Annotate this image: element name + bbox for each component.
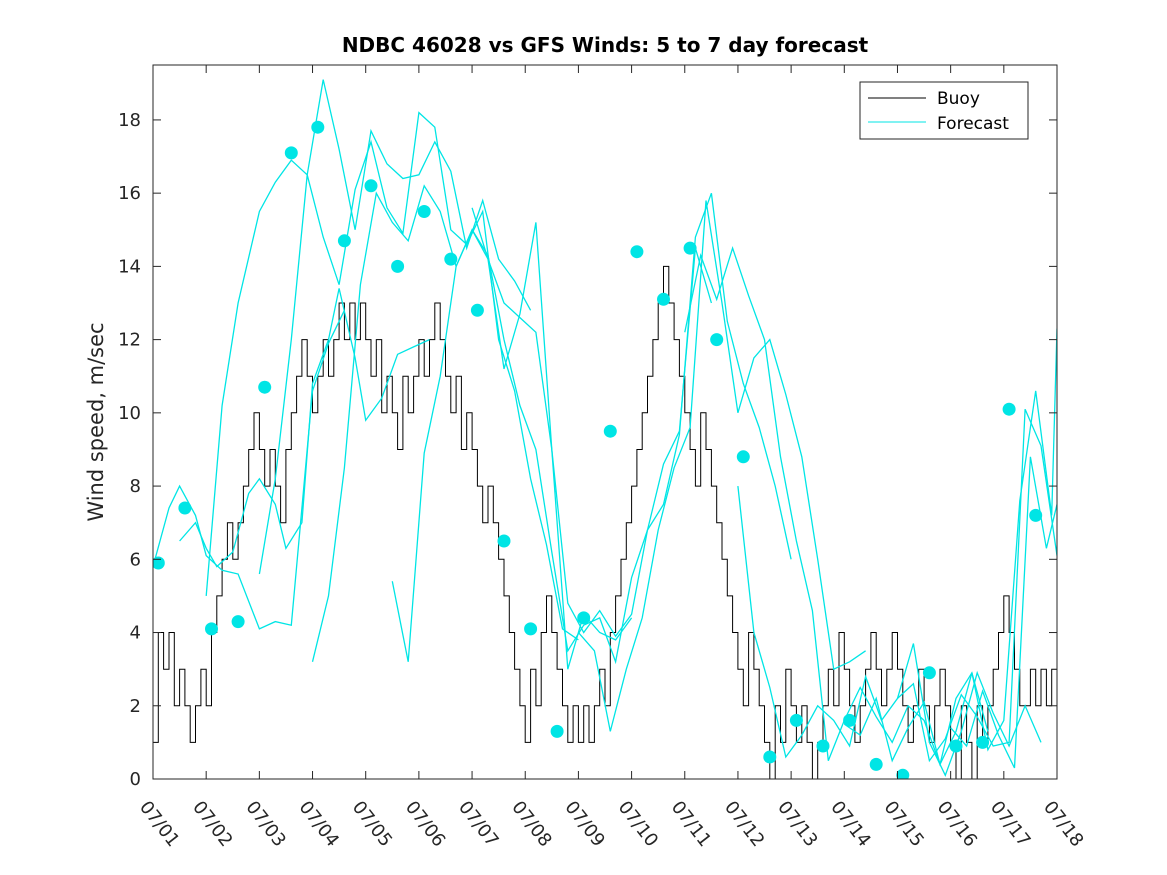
plot-area — [153, 65, 1057, 779]
forecast-line — [684, 245, 989, 767]
legend-forecast-label: Forecast — [937, 114, 1009, 134]
forecast-marker — [258, 380, 272, 394]
forecast-marker — [497, 534, 511, 548]
y-tick-label: 18 — [118, 110, 141, 131]
chart-title: NDBC 46028 vs GFS Winds: 5 to 7 day fore… — [342, 33, 869, 57]
forecast-marker — [949, 739, 963, 753]
forecast-line — [577, 200, 866, 732]
forecast-marker — [869, 757, 883, 771]
forecast-marker — [1002, 402, 1016, 416]
y-axis-label: Wind speed, m/sec — [84, 322, 108, 521]
forecast-marker — [284, 146, 298, 160]
y-tick-label: 12 — [118, 330, 141, 351]
forecast-markers — [153, 120, 1043, 779]
forecast-line — [179, 288, 430, 568]
forecast-line — [843, 328, 1057, 767]
legend-box — [859, 81, 1029, 140]
forecast-marker — [205, 622, 218, 636]
forecast-marker — [231, 615, 245, 629]
forecast-marker — [577, 611, 591, 625]
y-tick-label: 16 — [118, 183, 141, 204]
forecast-line — [391, 228, 713, 665]
y-tick-label: 14 — [118, 256, 141, 277]
forecast-marker — [391, 259, 405, 273]
y-tick-label: 2 — [130, 696, 141, 717]
forecast-marker — [683, 241, 697, 255]
forecast-line — [258, 111, 579, 641]
forecast-marker — [417, 205, 431, 218]
forecast-marker — [816, 739, 830, 753]
forecast-marker — [550, 724, 564, 738]
forecast-marker — [976, 735, 990, 749]
buoy-series — [153, 265, 1057, 779]
forecast-marker — [603, 424, 617, 438]
forecast-marker — [311, 120, 325, 134]
forecast-marker — [789, 713, 803, 727]
forecast-marker — [337, 234, 351, 248]
forecast-marker — [657, 292, 670, 306]
forecast-marker — [922, 666, 936, 680]
forecast-marker — [896, 768, 910, 779]
forecast-marker — [1029, 508, 1043, 522]
forecast-line — [897, 408, 1057, 763]
forecast-marker — [763, 750, 777, 764]
forecast-marker — [178, 501, 192, 515]
forecast-marker — [524, 622, 538, 636]
forecast-marker — [364, 179, 378, 193]
forecast-marker — [843, 713, 857, 727]
y-tick-label: 4 — [130, 623, 141, 644]
y-tick-label: 10 — [118, 403, 141, 424]
forecast-marker — [710, 333, 724, 347]
buoy-line — [153, 265, 1057, 779]
forecast-line — [471, 192, 792, 638]
plot-frame — [152, 64, 1058, 780]
forecast-marker — [630, 245, 644, 259]
legend: Buoy Forecast — [859, 81, 1029, 140]
y-tick-label: 6 — [130, 549, 141, 570]
y-axis-ticks: 0 2 4 6 8 10 12 14 16 18 — [118, 110, 1057, 790]
forecast-line — [950, 456, 1057, 769]
y-tick-label: 0 — [130, 769, 141, 790]
forecast-line — [737, 486, 1042, 777]
y-tick-label: 8 — [130, 476, 141, 497]
forecast-marker — [444, 252, 458, 266]
legend-buoy-label: Buoy — [937, 89, 980, 109]
forecast-marker — [470, 303, 484, 317]
forecast-marker — [153, 556, 165, 570]
forecast-line — [205, 79, 532, 596]
forecast-marker — [736, 450, 750, 464]
forecast-series — [153, 79, 1057, 777]
